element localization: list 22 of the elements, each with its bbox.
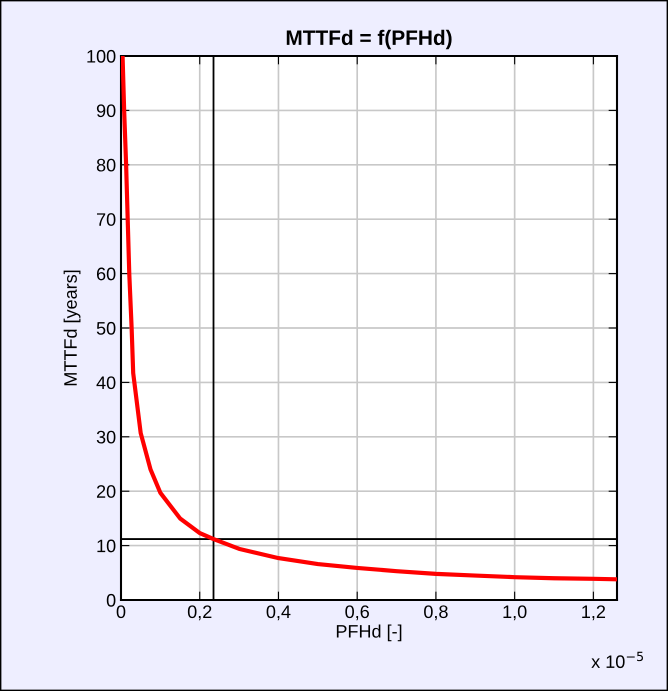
x-axis-title: PFHd [-]: [336, 624, 402, 642]
y-tick-label: 100: [87, 50, 116, 63]
y-axis-title: MTTFd [years]: [64, 270, 80, 386]
y-tick-label: 10: [97, 540, 116, 552]
x-tick-label: 0,2: [188, 605, 212, 620]
y-tick-label: 90: [96, 104, 116, 118]
y-tick-label: 30: [96, 430, 116, 444]
x-tick-label: 0,6: [345, 605, 369, 620]
y-tick-label: 40: [96, 376, 116, 390]
x-tick-label: 1,0: [503, 605, 526, 620]
x-tick-label: 0: [116, 605, 126, 618]
y-tick-label: 60: [96, 268, 116, 280]
x-tick-label: 0,4: [266, 605, 290, 620]
y-tick-label: 70: [96, 213, 116, 226]
text: x 10$^{−5}$: [591, 652, 644, 668]
y-tick-label: 20: [96, 485, 116, 498]
x-tick-label: 0,8: [424, 605, 448, 620]
x-tick-label: 1,2: [582, 605, 606, 620]
y-tick-label: 50: [96, 322, 116, 335]
y-tick-label: 80: [96, 158, 116, 172]
chart-title: MTTFd = f(PFHd): [286, 30, 452, 50]
y-tick-label: 0: [106, 594, 116, 607]
